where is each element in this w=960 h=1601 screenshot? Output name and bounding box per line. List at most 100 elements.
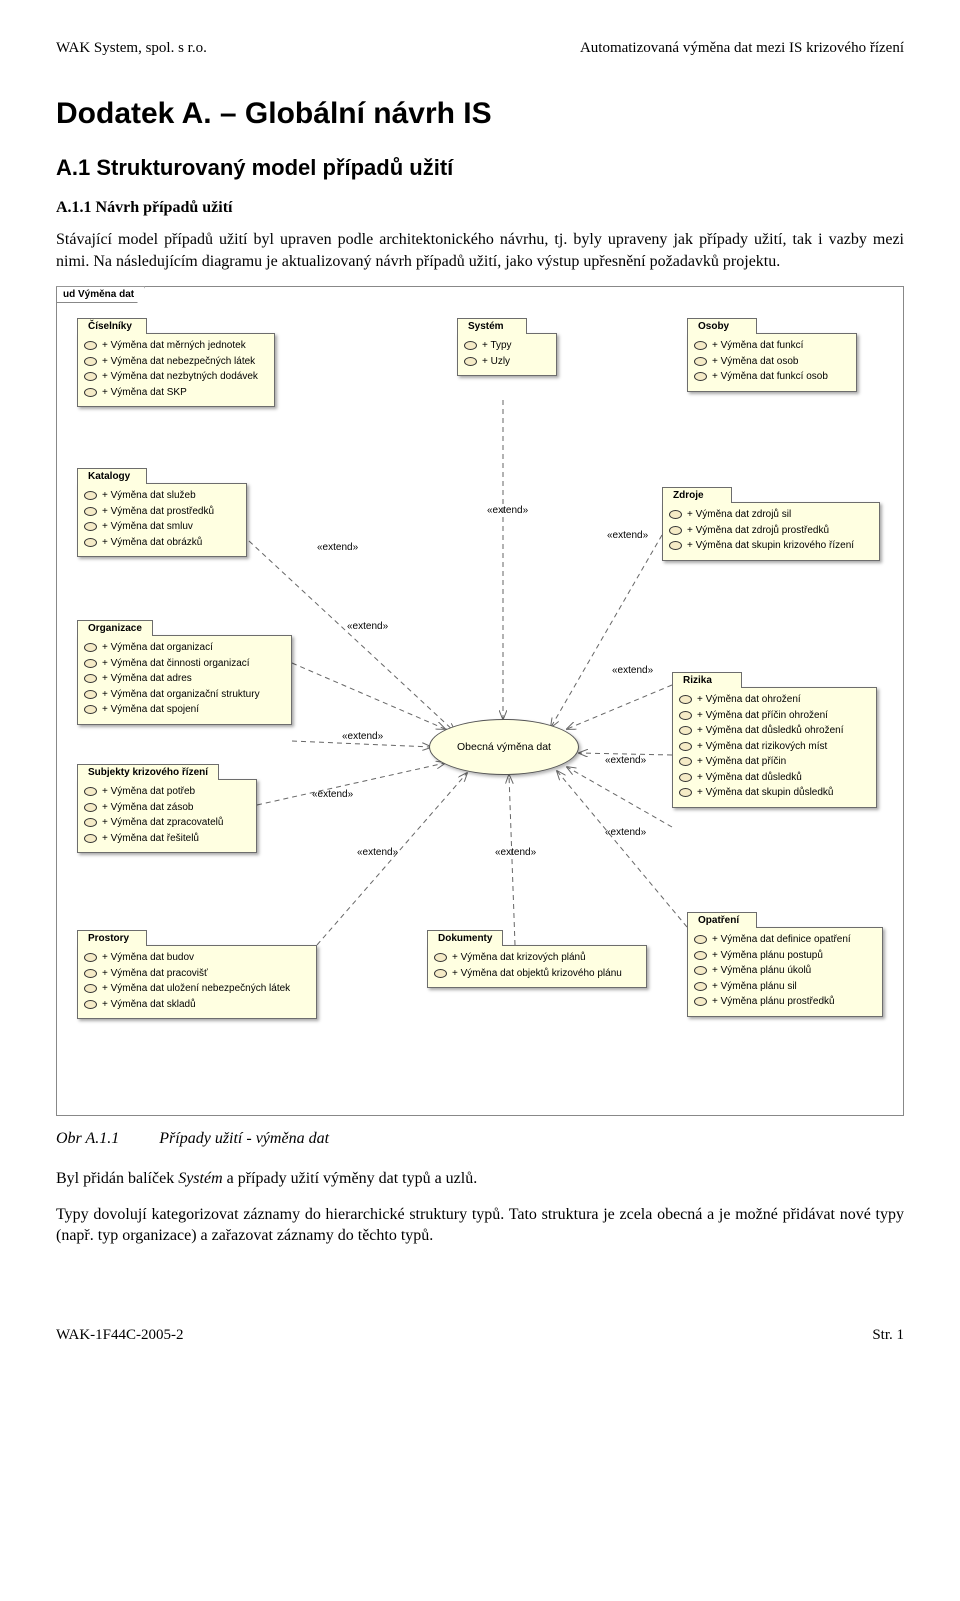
uml-package-item: + Výměna dat skupin důsledků (679, 785, 870, 801)
uml-package-item: + Výměna dat ohrožení (679, 692, 870, 708)
uml-package-item: + Výměna dat pracovišť (84, 966, 310, 982)
uml-package-item: + Výměna dat obrázků (84, 535, 240, 551)
footer-right: Str. 1 (872, 1327, 904, 1344)
p2-post: a případy užití výměny dat typů a uzlů. (223, 1170, 478, 1187)
uml-package: Katalogy+ Výměna dat služeb+ Výměna dat … (77, 483, 247, 557)
uml-package-item: + Výměna dat zdrojů prostředků (669, 523, 873, 539)
page-footer: WAK-1F44C-2005-2 Str. 1 (56, 1327, 904, 1344)
body-paragraph-2: Byl přidán balíček Systém a případy užit… (56, 1168, 904, 1190)
uml-package-item: + Výměna dat příčin ohrožení (679, 708, 870, 724)
uml-package-item: + Výměna dat rizikových míst (679, 739, 870, 755)
uml-package-item: + Výměna dat definice opatření (694, 932, 876, 948)
uml-package-item: + Výměna dat zásob (84, 800, 250, 816)
uml-package-item: + Výměna dat nezbytných dodávek (84, 369, 268, 385)
uml-package-items: + Výměna dat budov+ Výměna dat pracovišť… (84, 950, 310, 1012)
extend-label: «extend» (605, 755, 646, 766)
page-header: WAK System, spol. s r.o. Automatizovaná … (56, 40, 904, 57)
subsection-heading: A.1.1 Návrh případů užití (56, 199, 904, 217)
p2-italic: Systém (178, 1170, 222, 1187)
uml-package-item: + Výměna dat krizových plánů (434, 950, 640, 966)
uml-package-items: + Výměna dat funkcí+ Výměna dat osob+ Vý… (694, 338, 850, 385)
uml-package-tab: Katalogy (77, 468, 147, 484)
uml-package-item: + Výměna dat organizací (84, 640, 285, 656)
uml-package-items: + Výměna dat organizací+ Výměna dat činn… (84, 640, 285, 718)
uml-package-item: + Výměna dat smluv (84, 519, 240, 535)
uml-package: Osoby+ Výměna dat funkcí+ Výměna dat oso… (687, 333, 857, 392)
uml-package-item: + Výměna plánu postupů (694, 948, 876, 964)
uml-package-items: + Výměna dat měrných jednotek + Výměna da… (84, 338, 268, 400)
uml-package-item: + Výměna dat SKP (84, 385, 268, 401)
uml-package: Dokumenty+ Výměna dat krizových plánů+ V… (427, 945, 647, 988)
uml-package-item: + Výměna plánu sil (694, 979, 876, 995)
uml-package-item: + Výměna dat organizační struktury (84, 687, 285, 703)
extend-label: «extend» (312, 789, 353, 800)
usecase-label: Obecná výměna dat (457, 741, 551, 753)
uml-package-item: + Výměna dat skladů (84, 997, 310, 1013)
uml-package-item: + Výměna dat příčin (679, 754, 870, 770)
uml-package-item: + Výměna dat měrných jednotek (84, 338, 268, 354)
p2-pre: Byl přidán balíček (56, 1170, 178, 1187)
uml-package: Prostory+ Výměna dat budov+ Výměna dat p… (77, 945, 317, 1019)
uml-package: Organizace+ Výměna dat organizací+ Výměn… (77, 635, 292, 725)
uml-package-tab: Prostory (77, 930, 147, 946)
extend-label: «extend» (495, 847, 536, 858)
uml-package-item: + Výměna dat funkcí (694, 338, 850, 354)
extend-label: «extend» (607, 530, 648, 541)
extend-label: «extend» (487, 505, 528, 516)
uml-package-item: + Výměna dat uložení nebezpečných látek (84, 981, 310, 997)
uml-package-items: + Výměna dat zdrojů sil+ Výměna dat zdro… (669, 507, 873, 554)
uml-diagram-frame: ud Výměna dat Číselníky+ Výměna dat měrn… (56, 286, 904, 1116)
body-paragraph-3: Typy dovolují kategorizovat záznamy do h… (56, 1204, 904, 1247)
uml-package-item: + Výměna dat spojení (84, 702, 285, 718)
extend-label: «extend» (342, 731, 383, 742)
uml-package-item: + Výměna dat řešitelů (84, 831, 250, 847)
uml-package: Rizika+ Výměna dat ohrožení+ Výměna dat … (672, 687, 877, 808)
page-title: Dodatek A. – Globální návrh IS (56, 97, 904, 131)
uml-package-item: + Výměna dat potřeb (84, 784, 250, 800)
uml-package-item: + Výměna dat skupin krizového řízení (669, 538, 873, 554)
header-right: Automatizovaná výměna dat mezi IS krizov… (580, 40, 904, 57)
intro-paragraph-1: Stávající model případů užití byl uprave… (56, 229, 904, 272)
uml-package-item: + Výměna dat zpracovatelů (84, 815, 250, 831)
uml-package-item: + Výměna dat důsledků ohrožení (679, 723, 870, 739)
uml-package-tab: Číselníky (77, 318, 147, 334)
header-left: WAK System, spol. s r.o. (56, 40, 207, 57)
uml-package-items: + Typy+ Uzly (464, 338, 550, 369)
usecase-obecna-vymena-dat: Obecná výměna dat (429, 719, 579, 775)
uml-package-item: + Výměna dat budov (84, 950, 310, 966)
uml-package: Zdroje+ Výměna dat zdrojů sil+ Výměna da… (662, 502, 880, 561)
uml-package-tab: Dokumenty (427, 930, 503, 946)
uml-package-tab: Opatření (687, 912, 757, 928)
uml-package-items: + Výměna dat ohrožení+ Výměna dat příčin… (679, 692, 870, 801)
uml-package-item: + Výměna dat funkcí osob (694, 369, 850, 385)
uml-package-tab: Organizace (77, 620, 153, 636)
uml-package-tab: Osoby (687, 318, 757, 334)
uml-package: Systém+ Typy+ Uzly (457, 333, 557, 376)
uml-package-tab: Zdroje (662, 487, 732, 503)
uml-package: Subjekty krizového řízení+ Výměna dat po… (77, 779, 257, 853)
uml-package-item: + Typy (464, 338, 550, 354)
uml-package-item: + Výměna dat činnosti organizací (84, 656, 285, 672)
uml-package-item: + Výměna dat zdrojů sil (669, 507, 873, 523)
figure-caption: Obr A.1.1 Případy užití - výměna dat (56, 1130, 904, 1148)
extend-label: «extend» (347, 621, 388, 632)
uml-package-tab: Subjekty krizového řízení (77, 764, 219, 780)
uml-package-item: + Výměna plánu úkolů (694, 963, 876, 979)
uml-package-items: + Výměna dat krizových plánů+ Výměna dat… (434, 950, 640, 981)
uml-package-item: + Uzly (464, 354, 550, 370)
extend-label: «extend» (317, 542, 358, 553)
uml-package-item: + Výměna dat osob (694, 354, 850, 370)
extend-label: «extend» (605, 827, 646, 838)
uml-package-items: + Výměna dat služeb+ Výměna dat prostřed… (84, 488, 240, 550)
diagram-tab: ud Výměna dat (56, 286, 145, 303)
uml-package-items: + Výměna dat potřeb+ Výměna dat zásob+ V… (84, 784, 250, 846)
section-heading: A.1 Strukturovaný model případů užití (56, 155, 904, 181)
footer-left: WAK-1F44C-2005-2 (56, 1327, 184, 1344)
uml-package: Číselníky+ Výměna dat měrných jednotek+ … (77, 333, 275, 407)
uml-package-tab: Systém (457, 318, 527, 334)
uml-package-item: + Výměna dat prostředků (84, 504, 240, 520)
uml-package-item: + Výměna dat adres (84, 671, 285, 687)
uml-package-tab: Rizika (672, 672, 742, 688)
extend-label: «extend» (612, 665, 653, 676)
uml-package-item: + Výměna dat objektů krizového plánu (434, 966, 640, 982)
